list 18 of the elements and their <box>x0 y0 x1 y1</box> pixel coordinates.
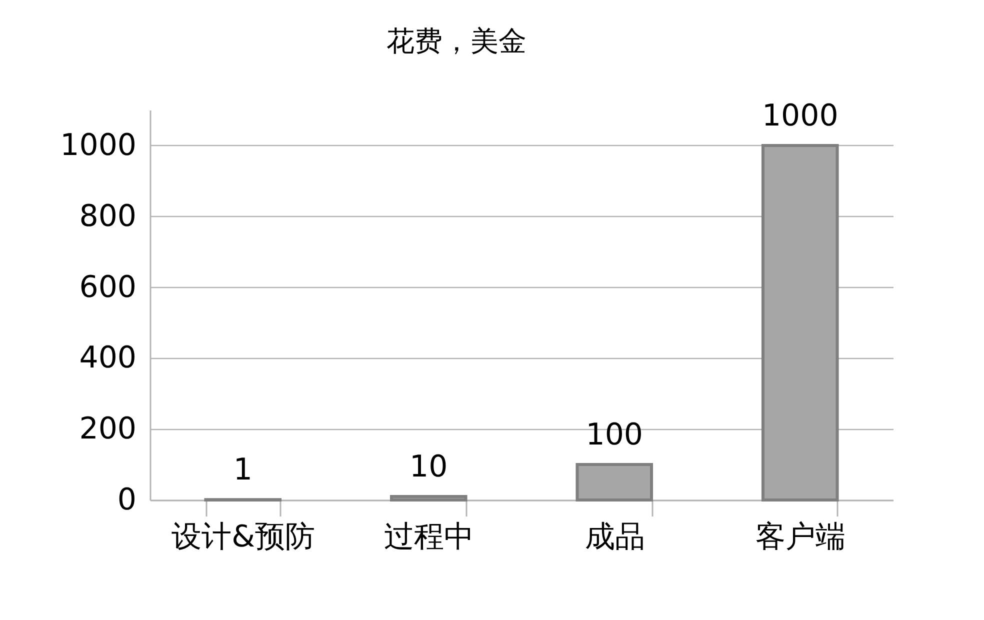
x-tick-label: 成品 <box>584 520 645 554</box>
y-tick-label: 800 <box>79 198 136 234</box>
y-tick-label: 600 <box>79 270 136 305</box>
data-label: 10 <box>410 449 448 484</box>
x-tick-label: 设计&预防 <box>172 520 316 554</box>
data-label: 1000 <box>762 98 838 134</box>
data-label: 1 <box>233 452 252 488</box>
x-tick-label: 客户端 <box>756 520 846 554</box>
chart-title: 花费，美金 <box>386 24 526 58</box>
bar <box>761 144 839 502</box>
y-tick-label: 200 <box>79 412 136 447</box>
bar <box>576 463 654 502</box>
data-label: 100 <box>586 418 644 453</box>
y-tick-label: 0 <box>117 482 136 518</box>
x-tick-label: 过程中 <box>384 520 474 554</box>
y-tick-label: 1000 <box>60 128 136 163</box>
bar <box>390 494 468 502</box>
y-tick-label: 400 <box>79 340 136 376</box>
